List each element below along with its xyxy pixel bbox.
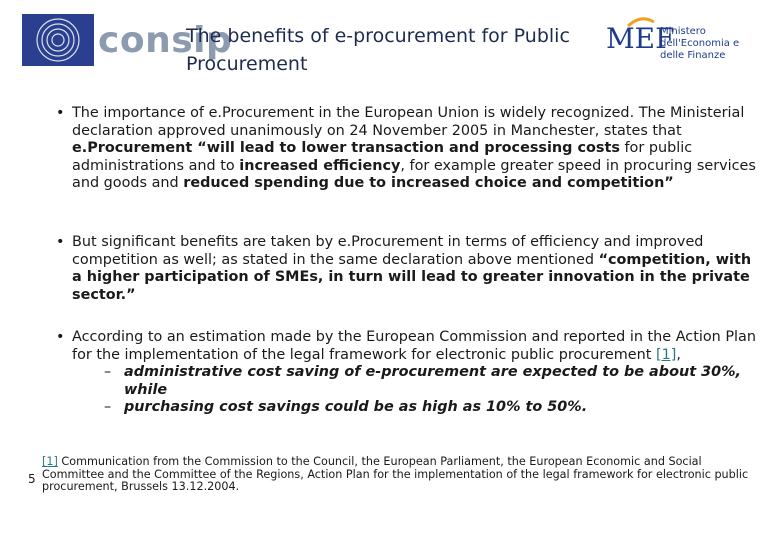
text: According to an estimation made by the E… [72, 329, 756, 363]
mef-logo: MEF [606, 22, 675, 55]
consip-logo [22, 14, 94, 66]
consip-wordmark: consip [98, 20, 233, 61]
footnote-text: Communication from the Commission to the… [42, 455, 749, 493]
text: The importance of e.Procurement in the E… [72, 105, 745, 139]
bold-text: “competition, with a higher participatio… [72, 251, 752, 303]
text: for public administrations and to [72, 140, 693, 174]
slide-title: The benefits of e-procurement for Public… [186, 25, 570, 75]
bullet: The importance of e.Procurement in the E… [56, 105, 762, 193]
text: But significant benefits are taken by e.… [72, 234, 704, 268]
footnote: [1] Communication from the Commission to… [42, 455, 767, 494]
footnote-ref[interactable]: [1] [42, 455, 58, 468]
text: , for example greater speed in procuring… [72, 157, 756, 192]
mef-text: Ministero dell'Economia e delle Finanze [660, 26, 740, 61]
sub-item: administrative cost saving of e-procurem… [104, 364, 762, 399]
page-number: 5 [28, 472, 36, 486]
bullet: But significant benefits are taken by e.… [56, 234, 762, 304]
mef-swoosh [626, 17, 655, 28]
text: , [676, 346, 681, 363]
footnote-link[interactable]: [1] [655, 346, 677, 363]
sub-list: administrative cost saving of e-procurem… [72, 364, 762, 417]
bold-text: reduced spending due to increased choice… [183, 175, 674, 192]
bold-text: e.Procurement “will lead to lower transa… [72, 140, 620, 157]
bullet: According to an estimation made by the E… [56, 329, 762, 417]
sub-item: purchasing cost savings could be as high… [104, 399, 762, 417]
bold-text: increased efficiency [239, 157, 401, 174]
